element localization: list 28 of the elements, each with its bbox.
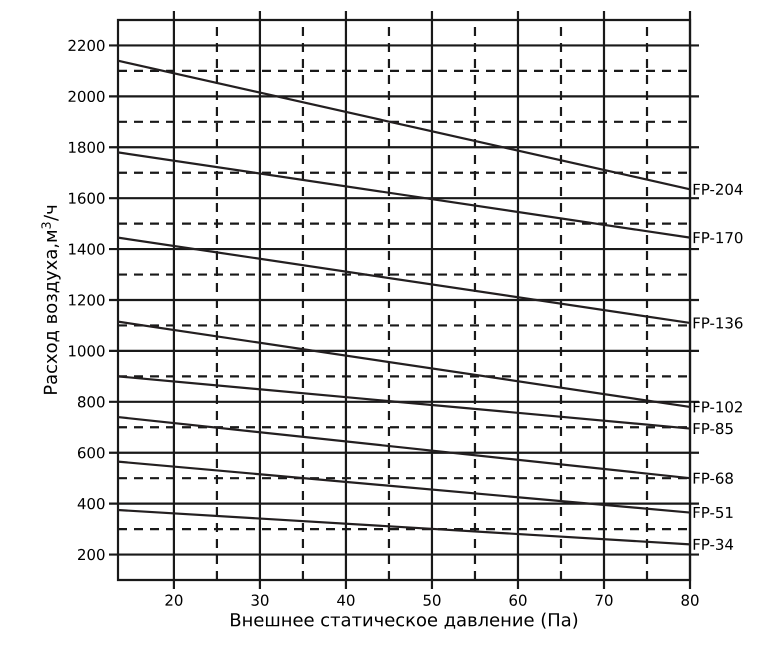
x-tick-label: 40 (337, 594, 354, 606)
y-tick-label: 200 (78, 548, 104, 560)
series-label: FP-85 (694, 422, 733, 434)
series-label: FP-68 (694, 472, 733, 484)
series-label: FP-170 (694, 232, 742, 244)
y-tick-label: 1400 (69, 243, 104, 255)
series-label: FP-136 (694, 317, 742, 329)
y-tick-label: 2000 (68, 90, 104, 102)
x-tick-label: 30 (252, 594, 268, 606)
x-tick-label: 20 (165, 594, 182, 606)
legend-label: FP-51 (694, 506, 733, 518)
x-tick-label: 60 (510, 594, 526, 606)
y-tick-label: 1200 (69, 294, 104, 306)
y-tick-label: 800 (78, 396, 104, 408)
x-axis-title: Внешнее статическое давление (Па) (231, 612, 578, 629)
y-tick-label: 1600 (69, 192, 104, 204)
legend-label: FP-34 (694, 538, 734, 550)
x-tick-label: 70 (596, 594, 613, 606)
y-tick-label: 1800 (69, 142, 104, 153)
y-axis-title: Расход воздуха,м$^{3}$/ч (41, 206, 61, 394)
y-tick-label: 600 (78, 447, 104, 458)
y-tick-label: 1000 (69, 345, 104, 357)
legend-label: FP-204 (694, 184, 743, 195)
y-tick-label: 400 (78, 498, 104, 510)
x-tick-label: 80 (682, 594, 699, 606)
y-tick-label: 2200 (68, 40, 104, 52)
x-tick-label: 50 (424, 594, 440, 606)
legend-label: FP-102 (694, 401, 742, 413)
